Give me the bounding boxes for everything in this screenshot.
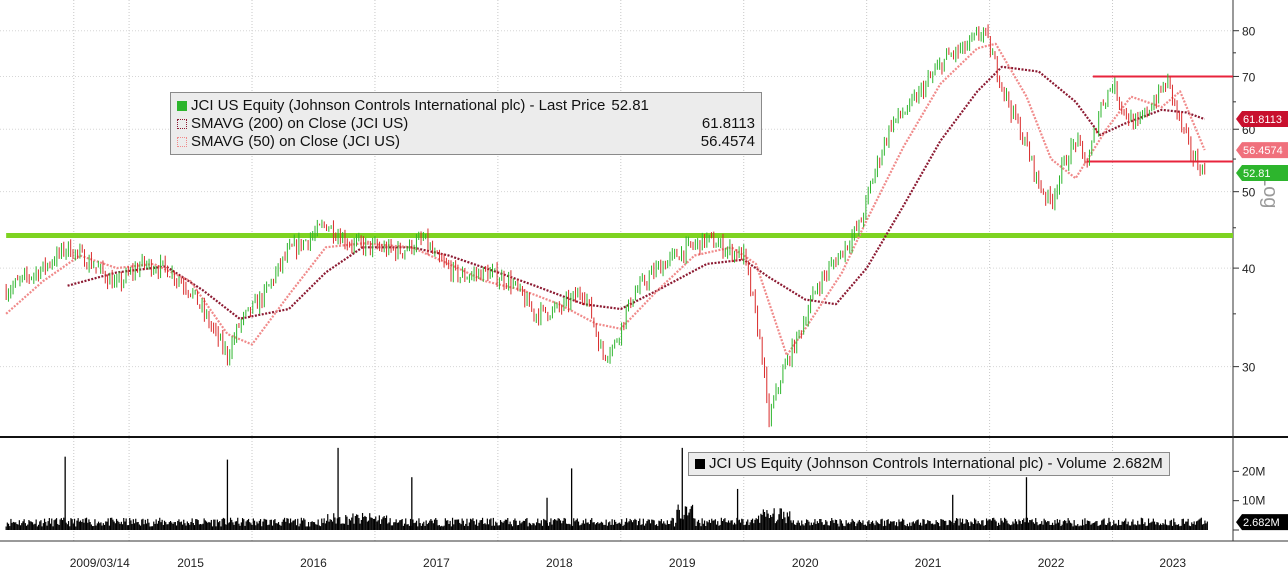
volume-value-tag [1236,514,1288,531]
legend-last-price-value: 52.81 [611,97,649,114]
value-tag [1236,111,1288,128]
x-tick-label: 2022 [1038,556,1065,569]
x-tick-label: 2018 [546,556,573,569]
x-tick-label: 2023 [1159,556,1186,569]
price-tick-label: 40 [1242,262,1256,276]
log-scale-label: Log [1259,175,1281,208]
value-tag [1236,164,1288,181]
legend-sma50-value: 56.4574 [700,133,755,150]
volume-legend-value: 2.682M [1112,455,1163,472]
value-tag [1236,142,1288,159]
price-tick-label: 50 [1242,186,1256,200]
x-tick-label: 2017 [423,556,450,569]
volume-tick-label: 20M [1242,464,1265,478]
legend-sma200-value: 61.8113 [701,115,755,132]
sma200-line [67,65,1206,320]
price-tick-label: 80 [1242,25,1256,39]
volume-tick-label: 10M [1242,494,1265,508]
volume-legend-label: JCI US Equity (Johnson Controls Internat… [709,455,1107,472]
price-tick-label: 70 [1242,70,1256,84]
volume-legend-row: JCI US Equity (Johnson Controls Internat… [695,455,1163,473]
legend-sma50-label: SMAVG (50) on Close (JCI US) [191,133,400,150]
sma200-swatch [177,119,187,129]
x-tick-label: 2016 [300,556,327,569]
price-tick-label: 30 [1242,361,1256,375]
volume-value-tag-label: 2.682M [1243,517,1280,529]
x-tick-label: 2019 [669,556,696,569]
price-legend: JCI US Equity (Johnson Controls Internat… [170,92,762,155]
x-tick-label: 2015 [177,556,204,569]
volume-swatch [695,459,705,469]
legend-last-price-label: JCI US Equity (Johnson Controls Internat… [191,97,606,114]
legend-row-sma50: SMAVG (50) on Close (JCI US) 56.4574 [177,133,755,151]
legend-sma200-label: SMAVG (200) on Close (JCI US) [191,115,409,132]
x-tick-label: 2020 [792,556,819,569]
x-tick-label: 2021 [915,556,942,569]
legend-row-sma200: SMAVG (200) on Close (JCI US) 61.8113 [177,115,755,133]
last-price-swatch [177,101,187,111]
sma50-line [5,42,1206,357]
volume-legend: JCI US Equity (Johnson Controls Internat… [688,452,1170,476]
value-tag-label: 52.81 [1243,168,1271,180]
value-tag-label: 56.4574 [1243,145,1283,157]
value-tag-label: 61.8113 [1243,114,1282,126]
x-first-date-label: 2009/03/14 [70,556,130,569]
sma50-swatch [177,137,187,147]
legend-row-last-price: JCI US Equity (Johnson Controls Internat… [177,97,755,115]
